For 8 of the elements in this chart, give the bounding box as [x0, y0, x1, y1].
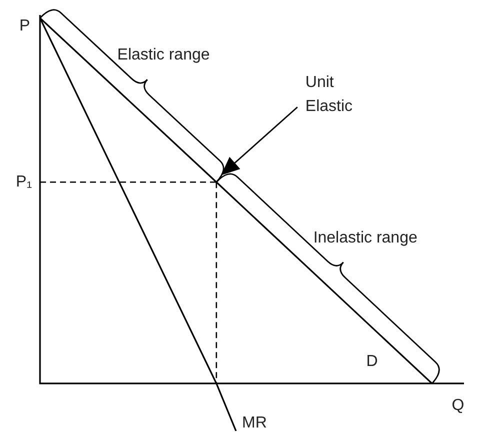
- annotation: Elastic range: [117, 46, 210, 64]
- x-axis-title: Q: [452, 396, 464, 414]
- series-label: MR: [242, 414, 267, 432]
- ref-line-label: P₁: [16, 174, 32, 191]
- annotation: Unit Elastic: [305, 74, 353, 116]
- annotation: Inelastic range: [313, 229, 418, 246]
- y-axis-title: P: [19, 17, 30, 34]
- series-label: D: [366, 352, 378, 370]
